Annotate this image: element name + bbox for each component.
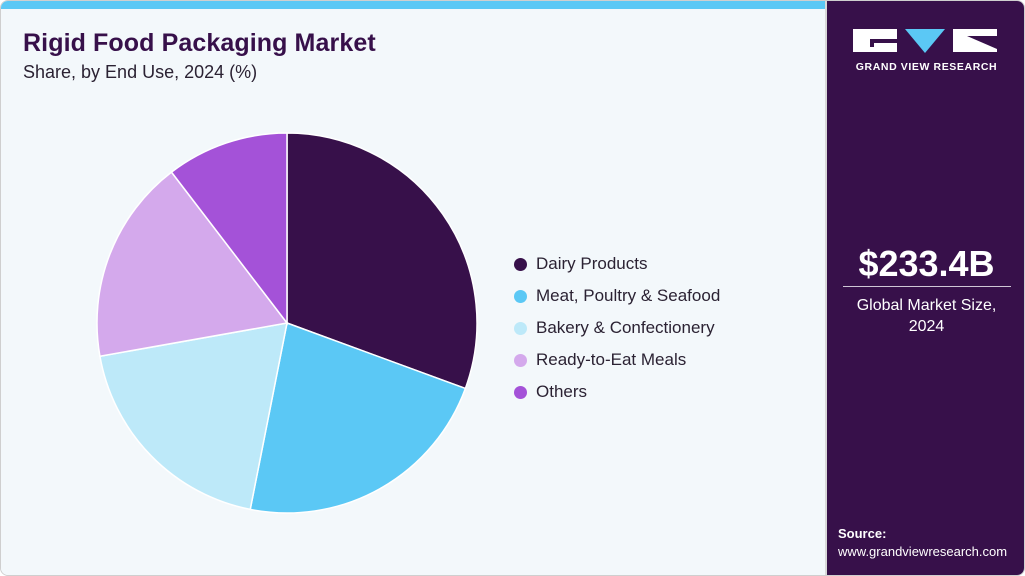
source-label: Source: bbox=[838, 526, 887, 541]
legend-item-ready-to-eat-meals: Ready-to-Eat Meals bbox=[514, 344, 720, 376]
legend-label: Meat, Poultry & Seafood bbox=[536, 286, 721, 305]
legend-label: Dairy Products bbox=[536, 254, 648, 273]
legend-label: Ready-to-Eat Meals bbox=[536, 350, 687, 369]
legend-item-meat-poultry-seafood: Meat, Poultry & Seafood bbox=[514, 280, 720, 312]
chart-subtitle: Share, by End Use, 2024 (%) bbox=[23, 62, 258, 82]
market-size-value: $233.4B bbox=[858, 243, 995, 284]
legend-dot-icon bbox=[514, 257, 527, 271]
gvr-logo-icon bbox=[853, 29, 997, 53]
legend-label: Others bbox=[536, 382, 588, 401]
pie-slice-dairy-products bbox=[286, 132, 478, 390]
legend-dot-icon bbox=[514, 321, 527, 335]
pie-slice-others bbox=[170, 132, 288, 326]
market-size-label-line1: Global Market Size, bbox=[856, 297, 997, 314]
brand-name: GRAND VIEW RESEARCH bbox=[855, 61, 998, 73]
market-size-label-year: 2024 bbox=[908, 318, 945, 335]
pie-slice-meat-poultry-seafood bbox=[249, 321, 467, 514]
legend-item-others: Others bbox=[514, 376, 720, 408]
legend-item-dairy-products: Dairy Products bbox=[514, 248, 720, 280]
chart-panel: Rigid Food Packaging Market Share, by En… bbox=[1, 1, 825, 575]
legend-dot-icon bbox=[514, 385, 527, 399]
source-link[interactable]: www.grandviewresearch.com bbox=[838, 544, 1008, 559]
legend-dot-icon bbox=[514, 289, 527, 303]
legend-item-bakery-confectionery: Bakery & Confectionery bbox=[514, 312, 720, 344]
pie-chart bbox=[96, 132, 478, 514]
pie-slice-bakery-confectionery bbox=[99, 322, 288, 511]
market-size-label: Global Market Size, 2024 bbox=[827, 295, 1024, 337]
chart-title: Rigid Food Packaging Market bbox=[23, 29, 376, 57]
info-sidebar: GRAND VIEW RESEARCH $233.4B Global Marke… bbox=[825, 1, 1024, 575]
accent-bar bbox=[1, 1, 825, 9]
divider bbox=[843, 286, 1011, 287]
chart-legend: Dairy Products Meat, Poultry & Seafood B… bbox=[514, 248, 720, 408]
pie-slice-ready-to-eat-meals bbox=[96, 171, 289, 358]
legend-label: Bakery & Confectionery bbox=[536, 318, 715, 337]
legend-dot-icon bbox=[514, 353, 527, 367]
